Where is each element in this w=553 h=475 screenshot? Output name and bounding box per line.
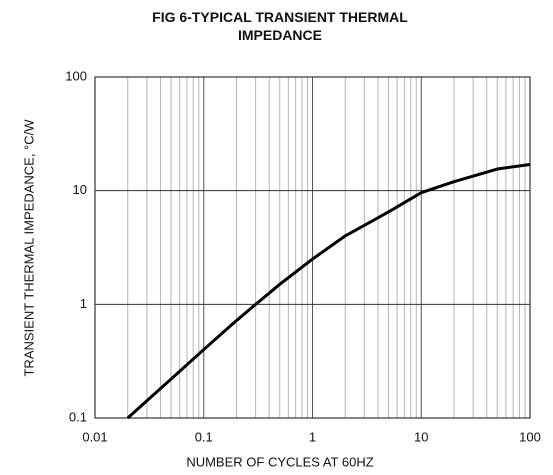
- chart-title: FIG 6-TYPICAL TRANSIENT THERMAL IMPEDANC…: [152, 9, 408, 43]
- x-tick-label: 0.1: [195, 429, 213, 444]
- y-tick-label: 10: [73, 182, 87, 197]
- plot-frame: [94, 76, 531, 419]
- x-tick-label: 1: [309, 429, 316, 444]
- x-axis-label: NUMBER OF CYCLES AT 60HZ: [186, 454, 373, 469]
- y-axis-label: TRANSIENT THERMAL IMPEDANCE, °C/W: [21, 119, 36, 377]
- y-tick-label: 1: [80, 296, 87, 311]
- x-tick-label: 0.01: [82, 429, 107, 444]
- x-tick-label: 100: [519, 429, 541, 444]
- y-tick-label: 100: [65, 68, 87, 83]
- x-tick-label: 10: [414, 429, 428, 444]
- y-tick-label: 0.1: [69, 409, 87, 424]
- data-line: [126, 162, 531, 420]
